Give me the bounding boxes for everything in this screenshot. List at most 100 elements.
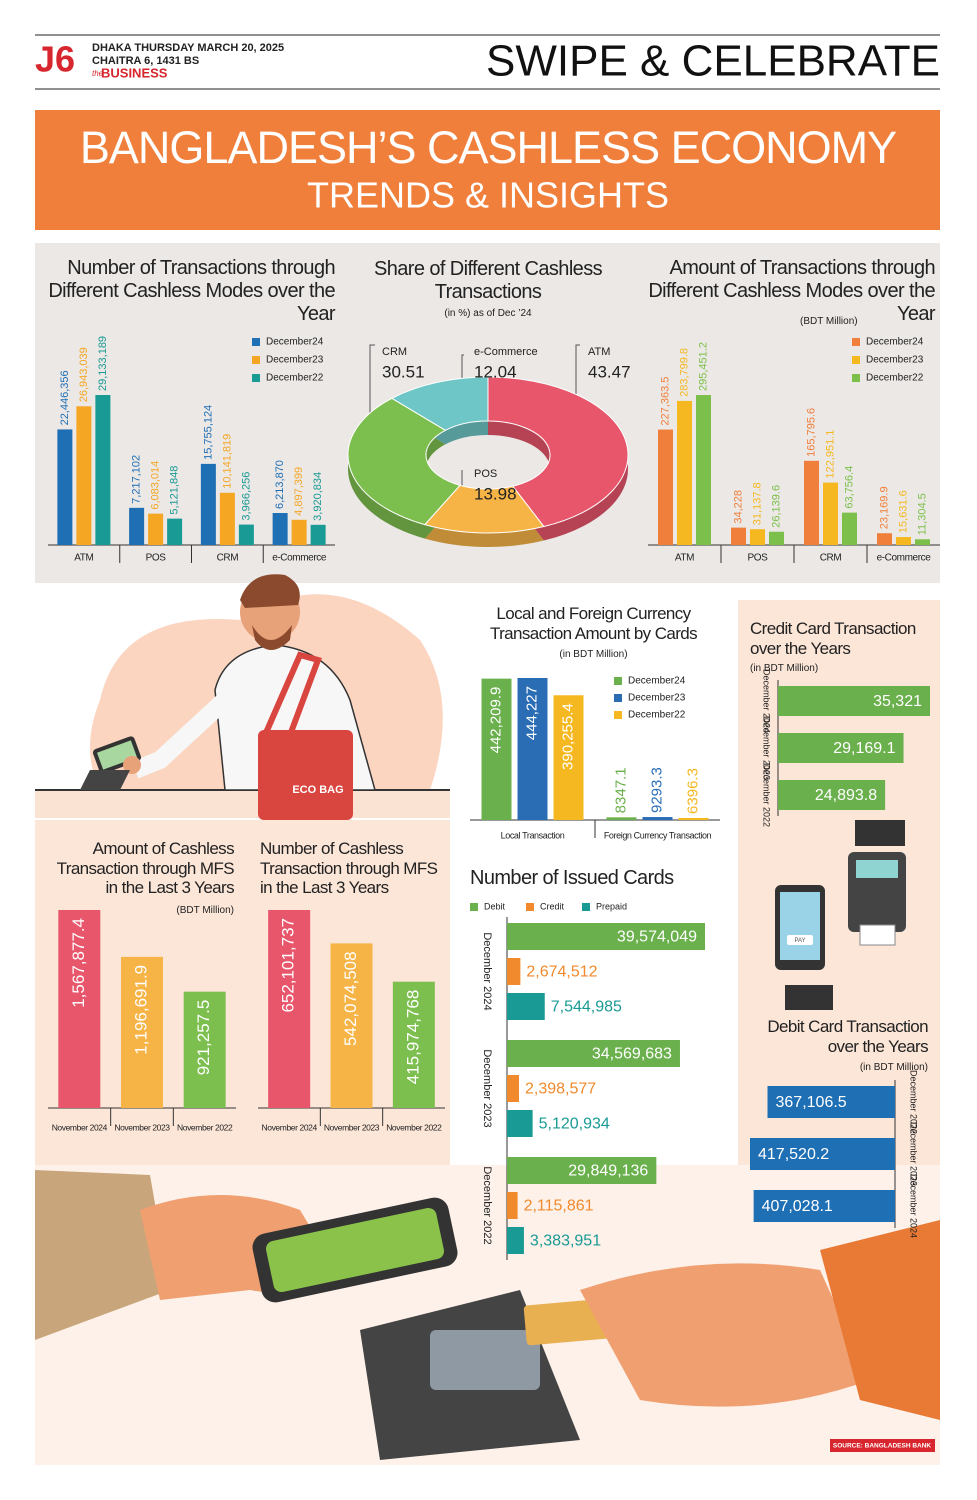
chart-title: Amount of Cashless Transaction through M… <box>56 839 235 898</box>
legend-swatch <box>852 356 860 364</box>
value-label: 444,227 <box>523 686 540 740</box>
legend-label: December23 <box>866 355 924 366</box>
y-tick-label: December 2024 <box>762 669 772 733</box>
value-label: 7,544,985 <box>551 999 622 1016</box>
x-tick-label: November 2022 <box>177 1122 233 1132</box>
value-label: 8347.1 <box>612 767 629 813</box>
bar <box>268 910 311 1108</box>
legend-label: December22 <box>866 373 924 384</box>
bag-label: ECO BAG <box>292 784 343 796</box>
y-tick-label: December 2024 <box>481 932 493 1010</box>
x-tick-label: Local Transaction <box>501 830 565 840</box>
y-tick-label: December 2023 <box>909 1122 919 1186</box>
value-label: 122,951.1 <box>824 430 836 479</box>
legend-swatch <box>614 677 622 685</box>
legend-swatch <box>526 903 534 911</box>
value-label: 34,228 <box>732 490 744 524</box>
value-label: 26,943,039 <box>78 347 90 402</box>
value-label: 283,799.8 <box>678 348 690 397</box>
headline: SWIPE & CELEBRATE <box>486 37 940 86</box>
legend-label: December24 <box>628 676 686 687</box>
x-tick-label: November 2023 <box>324 1122 380 1132</box>
value-label: 10,141,819 <box>221 434 233 489</box>
legend-label: December22 <box>266 373 324 384</box>
value-label: 6,213,870 <box>274 460 286 509</box>
bar <box>678 817 709 820</box>
legend-label: Debit <box>484 901 506 911</box>
bar <box>219 492 235 545</box>
banner-title: BANGLADESH’S CASHLESS ECONOMY <box>80 122 897 173</box>
x-tick-label: ATM <box>675 553 694 564</box>
illustration-payment: PAY <box>775 820 906 1010</box>
segment <box>390 376 489 431</box>
value-label: 29,849,136 <box>568 1163 648 1180</box>
phone-button: PAY <box>794 938 805 944</box>
date: DHAKA THURSDAY MARCH 20, 2025 <box>92 42 284 54</box>
value-label: 5,121,848 <box>169 466 181 515</box>
chart-title: Number of Cashless Transaction through M… <box>260 839 438 898</box>
source: SOURCE: BANGLADESH BANK <box>833 1443 932 1450</box>
legend-label: December24 <box>866 337 924 348</box>
x-tick-label: ATM <box>74 553 93 564</box>
bar <box>731 527 746 545</box>
category-label: CRM <box>382 346 407 358</box>
bar <box>291 519 307 545</box>
value-label: 29,133,189 <box>97 336 109 391</box>
value-label: 31,137.8 <box>751 482 763 525</box>
bar <box>753 1190 895 1222</box>
value-label: 6396.3 <box>684 768 701 814</box>
bar <box>507 923 705 950</box>
value-label: 12.04 <box>474 362 517 381</box>
value-label: 9293.3 <box>648 767 665 813</box>
bar <box>517 678 548 820</box>
legend-label: Credit <box>540 901 565 911</box>
x-tick-label: CRM <box>217 553 239 564</box>
y-tick-label: December 2023 <box>481 1049 493 1127</box>
value-label: 542,074,508 <box>341 951 360 1046</box>
value-label: 1,196,691.9 <box>131 965 150 1055</box>
chart-title: Local and Foreign Currency Transaction A… <box>489 604 698 643</box>
illustration-shopper: ECO BAG <box>35 574 450 820</box>
x-tick-label: November 2022 <box>386 1122 442 1132</box>
value-label: 6,083,014 <box>150 461 162 510</box>
x-tick-label: November 2024 <box>52 1122 108 1132</box>
chart-subtitle: (BDT Million) <box>800 316 858 327</box>
bar <box>507 1075 520 1102</box>
chart-title: Number of Transactions through Different… <box>48 257 335 325</box>
value-label: 417,520.2 <box>758 1146 829 1163</box>
bar <box>167 518 183 545</box>
legend-swatch <box>252 338 260 346</box>
y-tick-label: December 2022 <box>909 1070 919 1134</box>
bar <box>769 531 784 545</box>
legend-label: December22 <box>628 710 686 721</box>
bar <box>121 956 163 1108</box>
legend-label: December23 <box>266 355 324 366</box>
bar <box>481 678 512 820</box>
x-tick-label: e-Commerce <box>877 553 932 564</box>
y-tick-label: December 2022 <box>762 763 772 827</box>
bar <box>658 429 673 545</box>
page-number: J6 <box>35 39 75 80</box>
bar <box>823 482 838 545</box>
bar <box>148 513 164 545</box>
value-label: 11,304.5 <box>916 493 928 535</box>
value-label: 7,217,102 <box>131 455 143 504</box>
banner <box>35 110 940 230</box>
value-label: 2,674,512 <box>526 964 597 981</box>
bar <box>677 400 692 545</box>
legend-swatch <box>582 903 590 911</box>
bar <box>310 524 326 545</box>
bar <box>95 395 111 545</box>
bar <box>877 533 892 545</box>
value-label: 15,631.6 <box>897 490 909 533</box>
value-label: 921,257.5 <box>194 1000 213 1076</box>
value-label: 390,255.4 <box>559 703 576 770</box>
legend-label: December23 <box>628 693 686 704</box>
value-label: 34,569,683 <box>592 1046 672 1063</box>
value-label: 2,398,577 <box>525 1081 596 1098</box>
bar <box>507 958 521 985</box>
bar <box>507 1110 533 1137</box>
bar <box>842 512 857 545</box>
